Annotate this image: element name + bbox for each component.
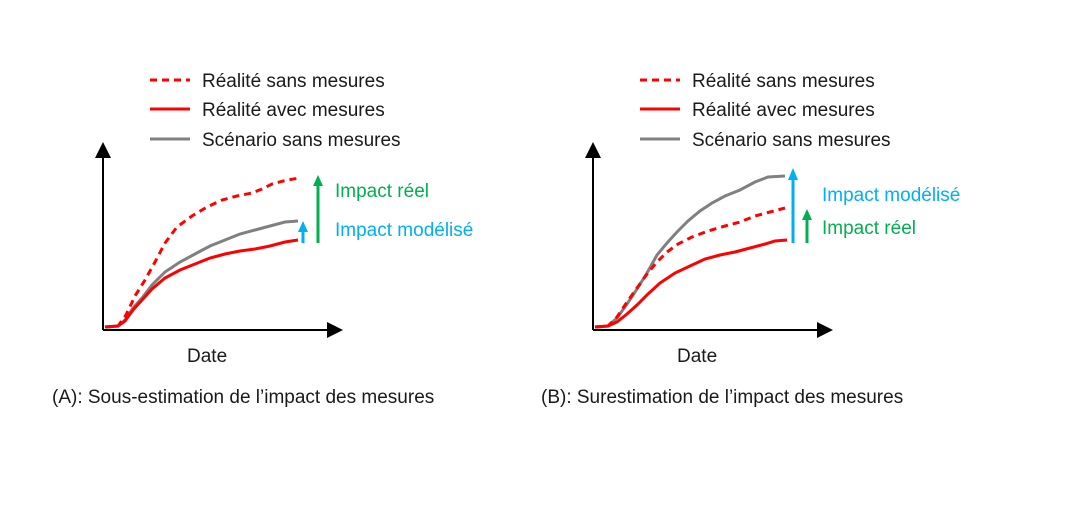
panel-a-xlabel: Date [187,346,227,367]
panel-b-label-impact-reel: Impact réel [822,218,916,239]
curve-realite-avec-mesures [104,238,299,329]
panel-a-impact-reel-arrow [313,175,323,243]
panel-b-label-impact-modelise: Impact modélisé [822,185,960,206]
legend-label-scenario: Scénario sans mesures [202,130,401,151]
legend-label-avec-mesures: Réalité avec mesures [692,100,875,121]
panel-a: Réalité sans mesures Réalité avec mesure… [52,71,473,408]
legend-label-scenario: Scénario sans mesures [692,130,891,151]
curve-realite-sans-mesures [104,176,301,329]
curve-scenario-sans-mesures [594,174,786,329]
panel-b-legend: Réalité sans mesures Réalité avec mesure… [640,71,891,151]
panel-a-axes [95,142,343,338]
legend-label-sans-mesures: Réalité sans mesures [202,71,385,92]
panel-b: Réalité sans mesures Réalité avec mesure… [541,71,960,408]
curve-realite-sans-mesures [594,206,786,329]
curve-realite-avec-mesures [594,238,788,329]
panel-b-axes [585,142,833,338]
panel-a-label-impact-modelise: Impact modélisé [335,220,473,241]
legend-label-avec-mesures: Réalité avec mesures [202,100,385,121]
panel-b-impact-modelise-arrow [788,168,798,243]
panel-a-caption: (A): Sous-estimation de l’impact des mes… [52,387,434,408]
panel-a-legend: Réalité sans mesures Réalité avec mesure… [150,71,401,151]
panel-a-impact-modelise-arrow [298,221,308,243]
panel-b-xlabel: Date [677,346,717,367]
panel-b-impact-reel-arrow [802,209,812,243]
panel-a-label-impact-reel: Impact réel [335,181,429,202]
panel-b-caption: (B): Surestimation de l’impact des mesur… [541,387,903,408]
legend-label-sans-mesures: Réalité sans mesures [692,71,875,92]
